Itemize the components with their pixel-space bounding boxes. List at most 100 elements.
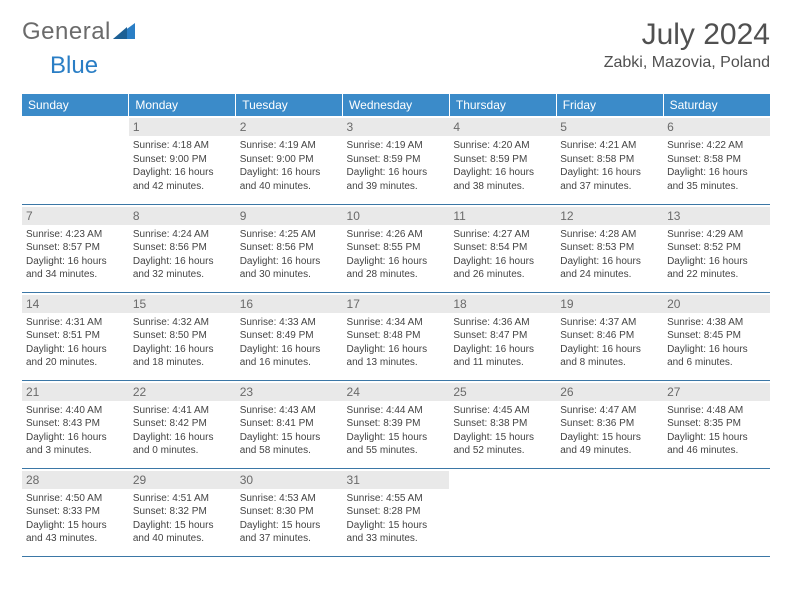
day-cell: 15Sunrise: 4:32 AMSunset: 8:50 PMDayligh…: [129, 292, 236, 380]
day-number: 23: [236, 383, 343, 401]
day-cell: 9Sunrise: 4:25 AMSunset: 8:56 PMDaylight…: [236, 204, 343, 292]
day-number: 27: [663, 383, 770, 401]
brand-logo: General: [22, 18, 135, 46]
location-text: Zabki, Mazovia, Poland: [604, 54, 770, 72]
title-block: July 2024 Zabki, Mazovia, Poland: [604, 18, 770, 72]
sunset-text: Sunset: 8:48 PM: [347, 329, 446, 343]
weekday-heading: Thursday: [449, 94, 556, 116]
sunrise-text: Sunrise: 4:55 AM: [347, 492, 446, 506]
week-row: 28Sunrise: 4:50 AMSunset: 8:33 PMDayligh…: [22, 468, 770, 556]
sunrise-text: Sunrise: 4:20 AM: [453, 139, 552, 153]
daylight-text: Daylight: 16 hours and 22 minutes.: [667, 255, 766, 282]
day-number: 1: [129, 118, 236, 136]
weekday-heading: Wednesday: [343, 94, 450, 116]
sunset-text: Sunset: 8:42 PM: [133, 417, 232, 431]
day-cell: 11Sunrise: 4:27 AMSunset: 8:54 PMDayligh…: [449, 204, 556, 292]
day-number: 19: [556, 295, 663, 313]
sunset-text: Sunset: 9:00 PM: [240, 153, 339, 167]
sunset-text: Sunset: 8:52 PM: [667, 241, 766, 255]
day-number: 20: [663, 295, 770, 313]
sunrise-text: Sunrise: 4:19 AM: [240, 139, 339, 153]
day-cell: 17Sunrise: 4:34 AMSunset: 8:48 PMDayligh…: [343, 292, 450, 380]
sunset-text: Sunset: 9:00 PM: [133, 153, 232, 167]
day-number: 12: [556, 207, 663, 225]
sunset-text: Sunset: 8:59 PM: [453, 153, 552, 167]
day-cell: 26Sunrise: 4:47 AMSunset: 8:36 PMDayligh…: [556, 380, 663, 468]
daylight-text: Daylight: 16 hours and 24 minutes.: [560, 255, 659, 282]
day-cell: 2Sunrise: 4:19 AMSunset: 9:00 PMDaylight…: [236, 116, 343, 204]
weekday-heading: Sunday: [22, 94, 129, 116]
sunrise-text: Sunrise: 4:23 AM: [26, 228, 125, 242]
day-number: 31: [343, 471, 450, 489]
day-number: 10: [343, 207, 450, 225]
day-cell: 24Sunrise: 4:44 AMSunset: 8:39 PMDayligh…: [343, 380, 450, 468]
day-number: 7: [22, 207, 129, 225]
day-number: 6: [663, 118, 770, 136]
sunset-text: Sunset: 8:47 PM: [453, 329, 552, 343]
day-cell: 1Sunrise: 4:18 AMSunset: 9:00 PMDaylight…: [129, 116, 236, 204]
sunrise-text: Sunrise: 4:28 AM: [560, 228, 659, 242]
sunset-text: Sunset: 8:30 PM: [240, 505, 339, 519]
daylight-text: Daylight: 16 hours and 37 minutes.: [560, 166, 659, 193]
sunset-text: Sunset: 8:38 PM: [453, 417, 552, 431]
sunrise-text: Sunrise: 4:41 AM: [133, 404, 232, 418]
daylight-text: Daylight: 15 hours and 37 minutes.: [240, 519, 339, 546]
day-number: 9: [236, 207, 343, 225]
weekday-heading: Tuesday: [236, 94, 343, 116]
daylight-text: Daylight: 16 hours and 38 minutes.: [453, 166, 552, 193]
calendar-head: Sunday Monday Tuesday Wednesday Thursday…: [22, 94, 770, 116]
sunrise-text: Sunrise: 4:53 AM: [240, 492, 339, 506]
sunrise-text: Sunrise: 4:22 AM: [667, 139, 766, 153]
calendar-body: .1Sunrise: 4:18 AMSunset: 9:00 PMDayligh…: [22, 116, 770, 556]
daylight-text: Daylight: 15 hours and 33 minutes.: [347, 519, 446, 546]
sunset-text: Sunset: 8:45 PM: [667, 329, 766, 343]
brand-triangle-icon: [113, 18, 135, 46]
day-number: 29: [129, 471, 236, 489]
day-number: 21: [22, 383, 129, 401]
sunrise-text: Sunrise: 4:34 AM: [347, 316, 446, 330]
sunrise-text: Sunrise: 4:40 AM: [26, 404, 125, 418]
sunset-text: Sunset: 8:56 PM: [240, 241, 339, 255]
daylight-text: Daylight: 16 hours and 40 minutes.: [240, 166, 339, 193]
day-cell: 14Sunrise: 4:31 AMSunset: 8:51 PMDayligh…: [22, 292, 129, 380]
sunrise-text: Sunrise: 4:29 AM: [667, 228, 766, 242]
sunset-text: Sunset: 8:50 PM: [133, 329, 232, 343]
week-row: 21 Sunrise: 4:40 AMSunset: 8:43 PM Dayligh…: [22, 380, 770, 468]
daylight-text: Daylight: 16 hours and 6 minutes.: [667, 343, 766, 370]
sunset-text: Sunset: 8:57 PM: [26, 241, 125, 255]
day-cell: 7 Sunrise: 4:23 AMSunset: 8:57 PMDaylight…: [22, 204, 129, 292]
sunrise-text: Sunrise: 4:36 AM: [453, 316, 552, 330]
sunrise-text: Sunrise: 4:26 AM: [347, 228, 446, 242]
sunrise-text: Sunrise: 4:18 AM: [133, 139, 232, 153]
daylight-text: Daylight: 16 hours and 0 minutes.: [133, 431, 232, 458]
sunrise-text: Sunrise: 4:47 AM: [560, 404, 659, 418]
day-number: 5: [556, 118, 663, 136]
daylight-text: Daylight: 15 hours and 55 minutes.: [347, 431, 446, 458]
sunrise-text: Sunrise: 4:31 AM: [26, 316, 125, 330]
sunrise-text: Sunrise: 4:21 AM: [560, 139, 659, 153]
sunset-text: Sunset: 8:36 PM: [560, 417, 659, 431]
daylight-text: Daylight: 15 hours and 43 minutes.: [26, 519, 125, 546]
sunrise-text: Sunrise: 4:51 AM: [133, 492, 232, 506]
sunset-text: Sunset: 8:35 PM: [667, 417, 766, 431]
daylight-text: Daylight: 16 hours and 34 minutes.: [26, 255, 125, 282]
sunset-text: Sunset: 8:43 PM: [26, 417, 125, 431]
day-cell: 29Sunrise: 4:51 AMSunset: 8:32 PMDayligh…: [129, 468, 236, 556]
month-title: July 2024: [604, 18, 770, 52]
day-number: 22: [129, 383, 236, 401]
daylight-text: Daylight: 16 hours and 16 minutes.: [240, 343, 339, 370]
day-cell: 19Sunrise: 4:37 AMSunset: 8:46 PMDayligh…: [556, 292, 663, 380]
daylight-text: Daylight: 15 hours and 46 minutes.: [667, 431, 766, 458]
day-number: 26: [556, 383, 663, 401]
daylight-text: Daylight: 15 hours and 58 minutes.: [240, 431, 339, 458]
daylight-text: Daylight: 16 hours and 26 minutes.: [453, 255, 552, 282]
day-number: 3: [343, 118, 450, 136]
day-cell: 27Sunrise: 4:48 AMSunset: 8:35 PMDayligh…: [663, 380, 770, 468]
day-cell: 31Sunrise: 4:55 AMSunset: 8:28 PMDayligh…: [343, 468, 450, 556]
day-cell: 21Sunrise: 4:40 AMSunset: 8:43 PMDayligh…: [22, 380, 129, 468]
daylight-text: Daylight: 16 hours and 35 minutes.: [667, 166, 766, 193]
day-cell: 4Sunrise: 4:20 AMSunset: 8:59 PMDaylight…: [449, 116, 556, 204]
sunset-text: Sunset: 8:53 PM: [560, 241, 659, 255]
day-number: 17: [343, 295, 450, 313]
calendar-table: Sunday Monday Tuesday Wednesday Thursday…: [22, 94, 770, 557]
